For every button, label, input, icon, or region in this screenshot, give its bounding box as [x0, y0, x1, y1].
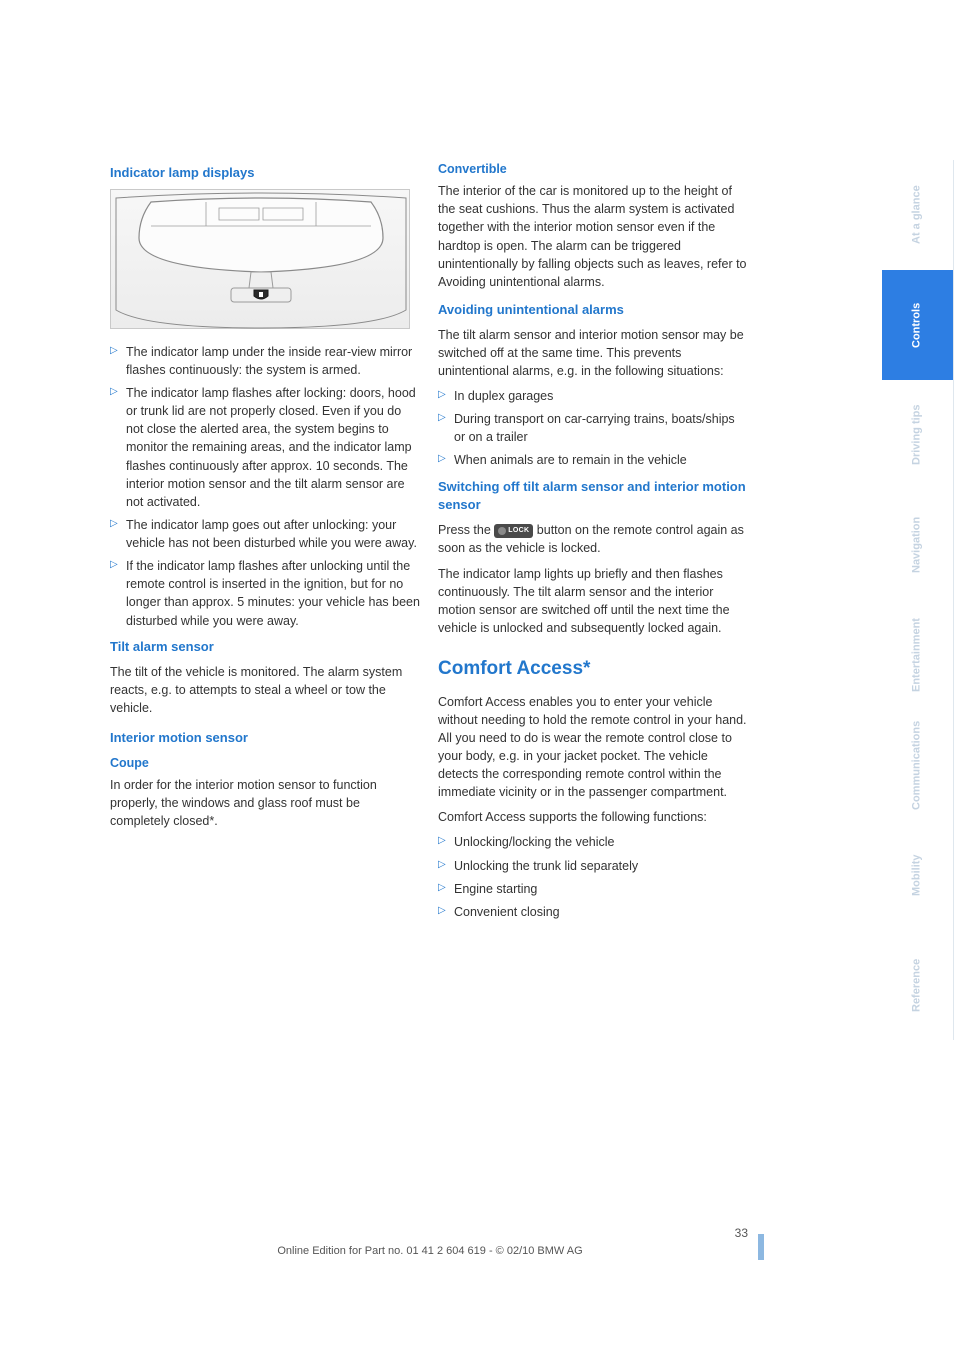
heading-indicator-lamp: Indicator lamp displays: [110, 164, 420, 183]
indicator-bullet-0: The indicator lamp under the inside rear…: [110, 343, 420, 379]
comfort-access-bullet-0: Unlocking/locking the vehicle: [438, 833, 748, 851]
page-number: 33: [735, 1225, 748, 1242]
avoiding-bullet-1: During transport on car-carrying trains,…: [438, 410, 748, 446]
heading-switching-off: Switching off tilt alarm sensor and inte…: [438, 478, 748, 516]
comfort-access-bullet-2: Engine starting: [438, 880, 748, 898]
nav-tab-navigation[interactable]: Navigation: [882, 490, 954, 600]
comfort-access-bullet-3: Convenient closing: [438, 903, 748, 921]
nav-tab-at-a-glance[interactable]: At a glance: [882, 160, 954, 270]
heading-coupe: Coupe: [110, 754, 420, 772]
switching-off-p1: Press the LOCK button on the remote cont…: [438, 521, 748, 557]
lock-button-icon: LOCK: [494, 524, 533, 538]
heading-interior-motion: Interior motion sensor: [110, 729, 420, 748]
text-press-the: Press the: [438, 523, 494, 537]
comfort-access-p1: Comfort Access enables you to enter your…: [438, 693, 748, 802]
footer-text: Online Edition for Part no. 01 41 2 604 …: [277, 1245, 582, 1257]
comfort-access-p2: Comfort Access supports the following fu…: [438, 808, 748, 826]
heading-tilt-alarm: Tilt alarm sensor: [110, 638, 420, 657]
side-nav-tabs: At a glanceControlsDriving tipsNavigatio…: [882, 160, 954, 1040]
avoiding-intro: The tilt alarm sensor and interior motio…: [438, 326, 748, 380]
lock-label: LOCK: [508, 526, 529, 536]
coupe-paragraph: In order for the interior motion sensor …: [110, 776, 420, 830]
nav-tab-reference[interactable]: Reference: [882, 930, 954, 1040]
right-column: Convertible The interior of the car is m…: [438, 160, 748, 929]
tilt-alarm-paragraph: The tilt of the vehicle is monitored. Th…: [110, 663, 420, 717]
mirror-svg: [111, 190, 411, 330]
convertible-paragraph: The interior of the car is monitored up …: [438, 182, 748, 291]
rearview-mirror-illustration: [110, 189, 410, 329]
heading-convertible: Convertible: [438, 160, 748, 178]
comfort-access-bullet-1: Unlocking the trunk lid separately: [438, 857, 748, 875]
indicator-bullet-1: The indicator lamp flashes after locking…: [110, 384, 420, 511]
lock-circle-icon: [498, 527, 506, 535]
nav-tab-mobility[interactable]: Mobility: [882, 820, 954, 930]
avoiding-bullet-2: When animals are to remain in the vehicl…: [438, 451, 748, 469]
indicator-bullet-2: The indicator lamp goes out after unlock…: [110, 516, 420, 552]
nav-tab-communications[interactable]: Communications: [882, 710, 954, 820]
nav-tab-entertainment[interactable]: Entertainment: [882, 600, 954, 710]
avoiding-bullet-list: In duplex garages During transport on car…: [438, 387, 748, 470]
indicator-bullet-list: The indicator lamp under the inside rear…: [110, 343, 420, 630]
left-column: Indicator lamp displays The indicator la…: [110, 160, 420, 929]
heading-comfort-access: Comfort Access*: [438, 655, 748, 683]
page-accent-bar: [758, 1234, 764, 1260]
avoiding-bullet-0: In duplex garages: [438, 387, 748, 405]
comfort-access-bullet-list: Unlocking/locking the vehicle Unlocking t…: [438, 833, 748, 921]
indicator-bullet-3: If the indicator lamp flashes after unlo…: [110, 557, 420, 630]
nav-tab-driving-tips[interactable]: Driving tips: [882, 380, 954, 490]
heading-avoiding-alarms: Avoiding unintentional alarms: [438, 301, 748, 320]
page-footer: 33 Online Edition for Part no. 01 41 2 6…: [110, 1244, 750, 1260]
switching-off-p2: The indicator lamp lights up briefly and…: [438, 565, 748, 638]
page-content: Indicator lamp displays The indicator la…: [110, 160, 750, 929]
nav-tab-controls[interactable]: Controls: [882, 270, 954, 380]
